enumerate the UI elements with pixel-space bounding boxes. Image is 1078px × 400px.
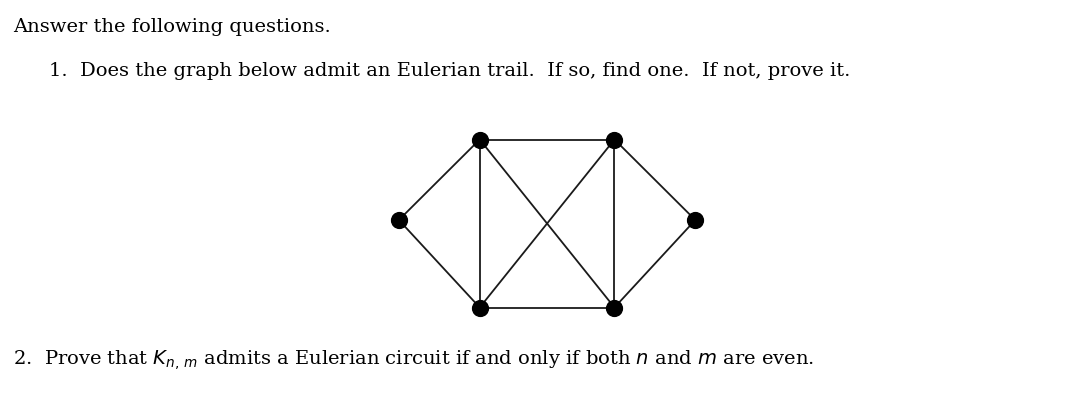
Point — [471, 304, 488, 311]
Text: 2.  Prove that $K_{n,\, m}$ admits a Eulerian circuit if and only if both $n$ an: 2. Prove that $K_{n,\, m}$ admits a Eule… — [13, 348, 814, 372]
Point — [390, 217, 407, 223]
Text: 1.  Does the graph below admit an Eulerian trail.  If so, find one.  If not, pro: 1. Does the graph below admit an Euleria… — [49, 62, 849, 80]
Point — [687, 217, 704, 223]
Text: Answer the following questions.: Answer the following questions. — [13, 18, 331, 36]
Point — [606, 304, 623, 311]
Point — [471, 136, 488, 143]
Point — [606, 136, 623, 143]
